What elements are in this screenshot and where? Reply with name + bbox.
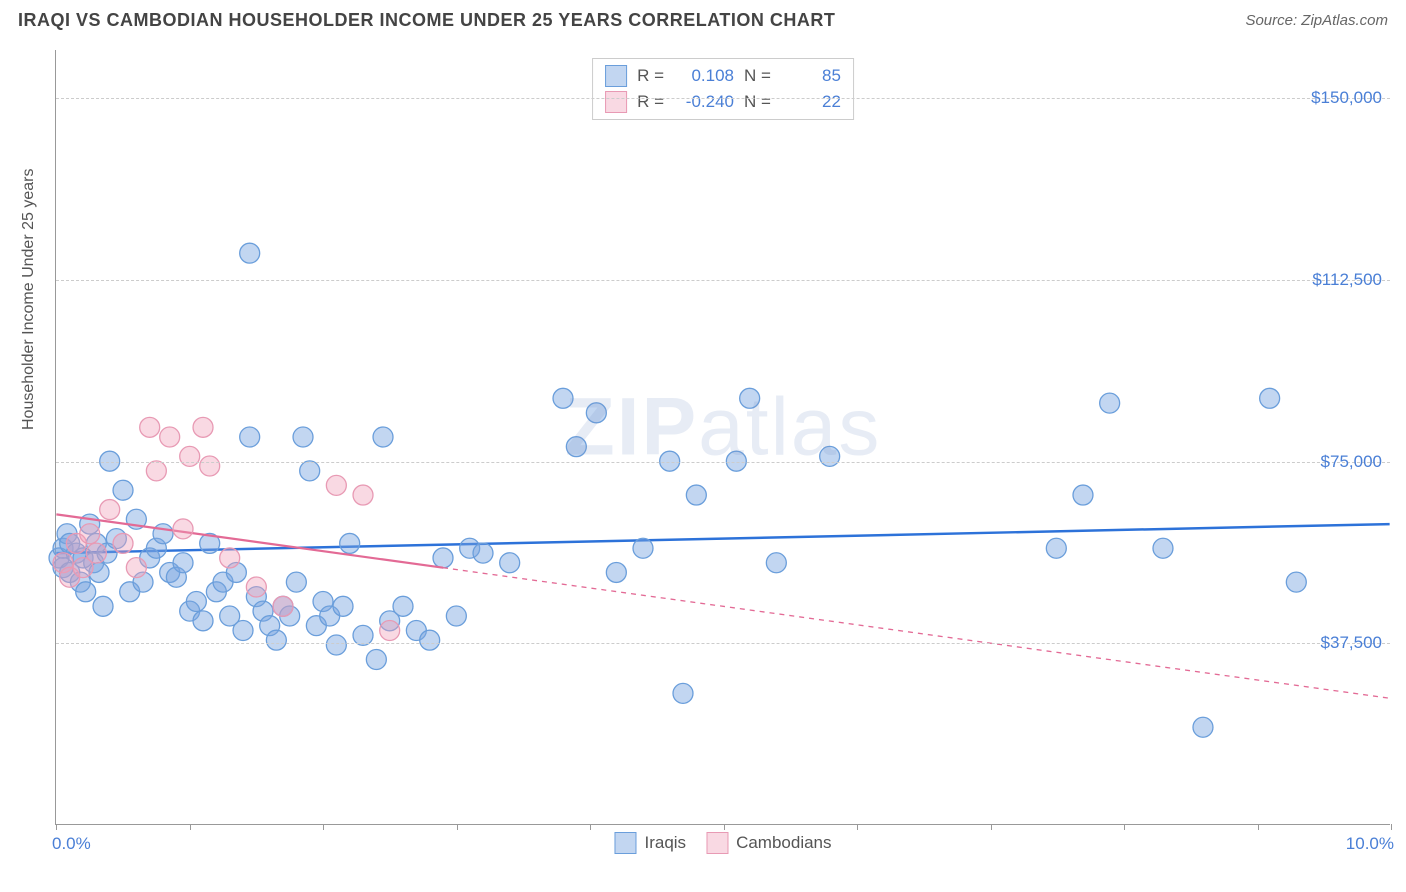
data-point <box>286 572 306 592</box>
scatter-svg <box>56 50 1390 824</box>
data-point <box>393 596 413 616</box>
data-point <box>326 635 346 655</box>
data-point <box>766 553 786 573</box>
data-point <box>373 427 393 447</box>
data-point <box>1073 485 1093 505</box>
data-point <box>100 500 120 520</box>
data-point <box>80 524 100 544</box>
data-point <box>380 621 400 641</box>
data-point <box>740 388 760 408</box>
data-point <box>86 543 106 563</box>
data-point <box>586 403 606 423</box>
legend-swatch-icon <box>614 832 636 854</box>
y-tick-label: $75,000 <box>1321 452 1382 472</box>
source-label: Source: ZipAtlas.com <box>1245 12 1388 29</box>
data-point <box>673 683 693 703</box>
data-point <box>500 553 520 573</box>
data-point <box>633 538 653 558</box>
data-point <box>193 417 213 437</box>
data-point <box>140 417 160 437</box>
data-point <box>240 427 260 447</box>
x-axis-end-label: 10.0% <box>1346 834 1394 854</box>
data-point <box>300 461 320 481</box>
legend-row-series-1: R = -0.240 N = 22 <box>605 89 841 115</box>
data-point <box>366 650 386 670</box>
data-point <box>1100 393 1120 413</box>
data-point <box>1046 538 1066 558</box>
data-point <box>553 388 573 408</box>
data-point <box>193 611 213 631</box>
data-point <box>433 548 453 568</box>
data-point <box>606 562 626 582</box>
data-point <box>173 553 193 573</box>
data-point <box>473 543 493 563</box>
data-point <box>186 591 206 611</box>
data-point <box>76 582 96 602</box>
data-point <box>333 596 353 616</box>
chart-title: IRAQI VS CAMBODIAN HOUSEHOLDER INCOME UN… <box>18 10 835 31</box>
chart-plot-area: ZIPatlas R = 0.108 N = 85 R = -0.240 N =… <box>55 50 1390 825</box>
data-point <box>180 446 200 466</box>
data-point <box>173 519 193 539</box>
legend-series-names: Iraqis Cambodians <box>614 832 831 854</box>
data-point <box>233 621 253 641</box>
data-point <box>446 606 466 626</box>
legend-swatch-icon <box>605 91 627 113</box>
y-tick-label: $150,000 <box>1311 88 1382 108</box>
data-point <box>340 533 360 553</box>
data-point <box>326 475 346 495</box>
data-point <box>240 243 260 263</box>
data-point <box>266 630 286 650</box>
data-point <box>293 427 313 447</box>
data-point <box>220 548 240 568</box>
y-tick-label: $112,500 <box>1312 270 1382 290</box>
y-tick-label: $37,500 <box>1321 633 1382 653</box>
data-point <box>1286 572 1306 592</box>
legend-row-series-0: R = 0.108 N = 85 <box>605 63 841 89</box>
data-point <box>93 596 113 616</box>
data-point <box>420 630 440 650</box>
data-point <box>146 461 166 481</box>
data-point <box>273 596 293 616</box>
data-point <box>1153 538 1173 558</box>
legend-swatch-icon <box>605 65 627 87</box>
data-point <box>566 437 586 457</box>
legend-item-0: Iraqis <box>614 832 686 854</box>
data-point <box>353 485 373 505</box>
legend-swatch-icon <box>706 832 728 854</box>
data-point <box>200 456 220 476</box>
data-point <box>820 446 840 466</box>
legend-item-1: Cambodians <box>706 832 831 854</box>
data-point <box>686 485 706 505</box>
data-point <box>113 533 133 553</box>
data-point <box>1193 717 1213 737</box>
data-point <box>160 427 180 447</box>
data-point <box>246 577 266 597</box>
data-point <box>153 524 173 544</box>
legend-correlation-box: R = 0.108 N = 85 R = -0.240 N = 22 <box>592 58 854 120</box>
data-point <box>113 480 133 500</box>
data-point <box>353 625 373 645</box>
y-axis-label: Householder Income Under 25 years <box>20 169 38 430</box>
data-point <box>1260 388 1280 408</box>
x-axis-start-label: 0.0% <box>52 834 91 854</box>
data-point <box>126 558 146 578</box>
